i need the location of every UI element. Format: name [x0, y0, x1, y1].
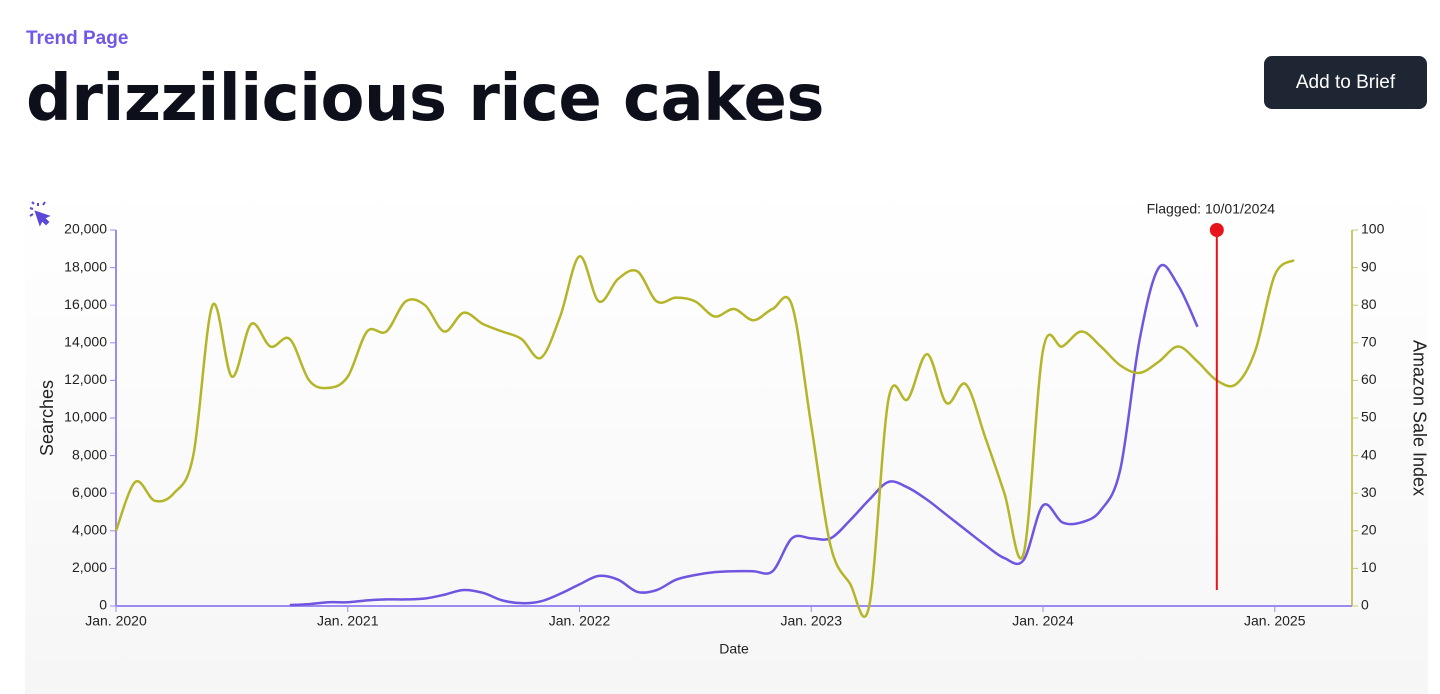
- y2-tick-label: 0: [1361, 597, 1369, 613]
- y2-tick-label: 100: [1361, 221, 1385, 237]
- y-tick-label: 8,000: [72, 446, 107, 462]
- y2-tick-label: 80: [1361, 296, 1377, 312]
- page-title: drizzilicious rice cakes: [26, 62, 825, 136]
- series-line: [289, 263, 1199, 607]
- y-tick-label: 4,000: [72, 522, 107, 538]
- series-line: [114, 255, 1295, 618]
- y2-tick-label: 70: [1361, 334, 1377, 350]
- flag-label: Flagged: 10/01/2024: [1147, 201, 1276, 217]
- x-tick-label: Jan. 2023: [781, 613, 843, 629]
- y-tick-label: 10,000: [64, 409, 107, 425]
- x-axis-title: Date: [719, 641, 749, 657]
- chart-panel: [25, 180, 1428, 694]
- x-tick-label: Jan. 2020: [85, 613, 147, 629]
- y-axis-title: Searches: [37, 380, 57, 456]
- y2-tick-label: 40: [1361, 446, 1377, 462]
- y-tick-label: 0: [99, 597, 107, 613]
- y2-axis-title: Amazon Sale Index: [1409, 340, 1429, 496]
- x-tick-label: Jan. 2024: [1012, 613, 1074, 629]
- breadcrumb[interactable]: Trend Page: [26, 28, 129, 49]
- y-tick-label: 14,000: [64, 334, 107, 350]
- chart-icon[interactable]: [29, 201, 51, 227]
- y-tick-label: 6,000: [72, 484, 107, 500]
- x-tick-label: Jan. 2025: [1244, 613, 1306, 629]
- x-tick-label: Jan. 2021: [317, 613, 379, 629]
- y-tick-label: 12,000: [64, 371, 107, 387]
- x-tick-label: Jan. 2022: [549, 613, 611, 629]
- y-tick-label: 2,000: [72, 559, 107, 575]
- y2-tick-label: 90: [1361, 258, 1377, 274]
- y-tick-label: 16,000: [64, 296, 107, 312]
- y2-tick-label: 10: [1361, 559, 1377, 575]
- y-tick-label: 20,000: [64, 221, 107, 237]
- y2-tick-label: 20: [1361, 522, 1377, 538]
- add-to-brief-button[interactable]: Add to Brief: [1264, 56, 1427, 109]
- y-tick-label: 18,000: [64, 258, 107, 274]
- y2-tick-label: 30: [1361, 484, 1377, 500]
- y2-tick-label: 60: [1361, 371, 1377, 387]
- y2-tick-label: 50: [1361, 409, 1377, 425]
- flag-dot: [1209, 223, 1224, 237]
